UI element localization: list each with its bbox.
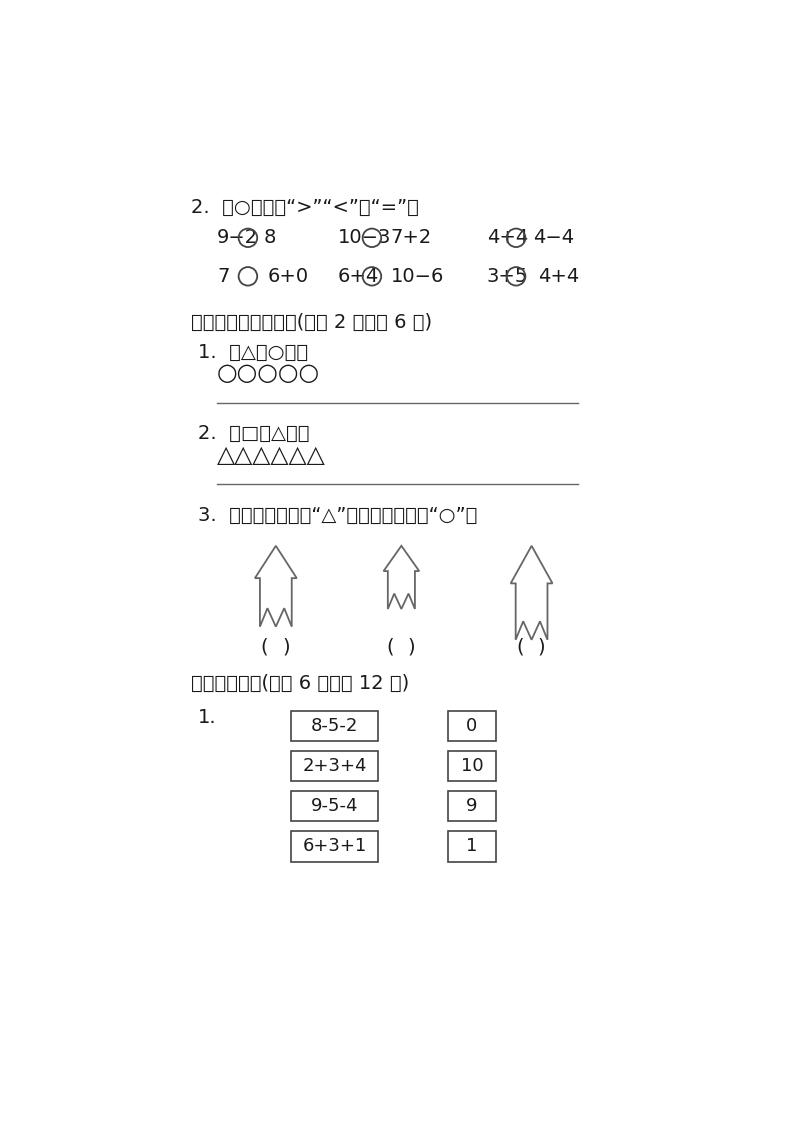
Text: 10: 10 xyxy=(461,757,483,775)
Text: 4−4: 4−4 xyxy=(533,228,574,247)
Text: (: ( xyxy=(516,638,523,657)
Text: 7+2: 7+2 xyxy=(390,228,431,247)
Bar xyxy=(291,751,378,781)
Text: 1.: 1. xyxy=(198,708,217,727)
Text: 1: 1 xyxy=(466,837,477,855)
Bar xyxy=(291,830,378,862)
Text: 6+4: 6+4 xyxy=(338,267,379,286)
Text: 9: 9 xyxy=(466,797,477,815)
Text: (: ( xyxy=(386,638,393,657)
Text: 9−2: 9−2 xyxy=(217,228,258,247)
Text: 8-5-2: 8-5-2 xyxy=(311,717,358,735)
Text: 3.  在最高的下面画“△”，最矮的下面画“○”。: 3. 在最高的下面画“△”，最矮的下面画“○”。 xyxy=(198,506,477,525)
Text: 7: 7 xyxy=(217,267,229,286)
Text: 2+3+4: 2+3+4 xyxy=(302,757,367,775)
Text: 1.  画△比○少。: 1. 画△比○少。 xyxy=(198,342,308,361)
Text: 6+3+1: 6+3+1 xyxy=(303,837,367,855)
Text: 2.  画□比△多。: 2. 画□比△多。 xyxy=(198,424,310,443)
Bar xyxy=(448,751,496,781)
Bar xyxy=(291,791,378,821)
Text: △△△△△△: △△△△△△ xyxy=(217,443,326,467)
Text: 9-5-4: 9-5-4 xyxy=(311,797,358,815)
Text: ): ) xyxy=(538,638,546,657)
Bar xyxy=(291,710,378,742)
Text: 10−6: 10−6 xyxy=(390,267,444,286)
Text: 三、按要求画一画。(每题 2 分，共 6 分): 三、按要求画一画。(每题 2 分，共 6 分) xyxy=(190,313,431,332)
Text: 3+5: 3+5 xyxy=(487,267,528,286)
Text: ): ) xyxy=(282,638,289,657)
Text: 10−3: 10−3 xyxy=(338,228,391,247)
Text: 4+4: 4+4 xyxy=(538,267,579,286)
Text: 0: 0 xyxy=(466,717,477,735)
Text: 2.  在○里填上“>”“<”或“=”。: 2. 在○里填上“>”“<”或“=”。 xyxy=(190,197,419,217)
Bar xyxy=(448,830,496,862)
Text: ): ) xyxy=(408,638,416,657)
Text: ○○○○○: ○○○○○ xyxy=(217,361,320,385)
Text: 8: 8 xyxy=(263,228,276,247)
Text: 6+0: 6+0 xyxy=(268,267,309,286)
Bar xyxy=(448,710,496,742)
Bar xyxy=(448,791,496,821)
Text: 四、连一连。(每题 6 分，共 12 分): 四、连一连。(每题 6 分，共 12 分) xyxy=(190,673,409,692)
Text: (: ( xyxy=(260,638,268,657)
Text: 4+4: 4+4 xyxy=(487,228,528,247)
